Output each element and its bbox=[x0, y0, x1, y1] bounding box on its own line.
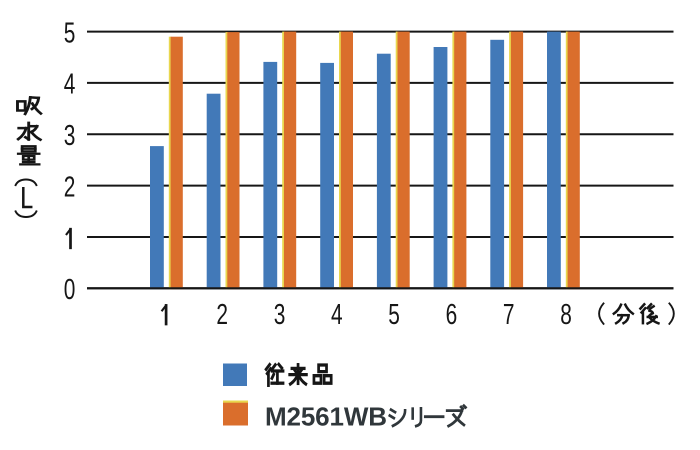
svg-text:3: 3 bbox=[274, 299, 286, 331]
svg-text:6: 6 bbox=[446, 299, 458, 331]
svg-text:2: 2 bbox=[216, 299, 228, 331]
svg-text:5: 5 bbox=[388, 299, 400, 331]
svg-text:0: 0 bbox=[64, 274, 76, 306]
svg-text:M2561WB: M2561WB bbox=[265, 402, 387, 432]
svg-text:2: 2 bbox=[64, 171, 76, 203]
svg-text:4: 4 bbox=[64, 68, 76, 100]
svg-text:8: 8 bbox=[560, 299, 572, 331]
svg-text:4: 4 bbox=[331, 299, 343, 331]
svg-text:7: 7 bbox=[503, 299, 515, 331]
svg-text:5: 5 bbox=[64, 17, 76, 49]
svg-text:3: 3 bbox=[64, 120, 76, 152]
